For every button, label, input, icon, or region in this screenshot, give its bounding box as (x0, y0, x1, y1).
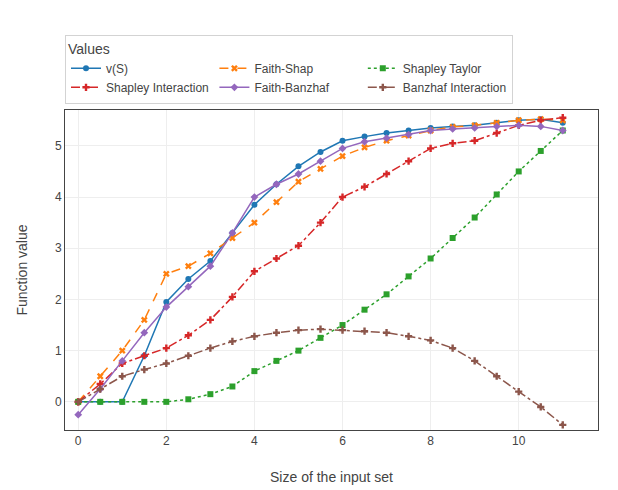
svg-text:Size of the input set: Size of the input set (270, 469, 393, 485)
svg-text:Shapley Interaction: Shapley Interaction (106, 81, 209, 95)
svg-text:0: 0 (55, 395, 62, 409)
svg-text:Function value: Function value (14, 224, 30, 315)
svg-text:5: 5 (55, 139, 62, 153)
svg-text:Banzhaf Interaction: Banzhaf Interaction (403, 81, 506, 95)
svg-text:1: 1 (55, 344, 62, 358)
svg-text:0: 0 (75, 434, 82, 448)
svg-text:Faith-Shap: Faith-Shap (254, 62, 313, 76)
svg-text:8: 8 (427, 434, 434, 448)
svg-text:2: 2 (163, 434, 170, 448)
svg-text:10: 10 (512, 434, 526, 448)
svg-text:3: 3 (55, 241, 62, 255)
svg-text:Faith-Banzhaf: Faith-Banzhaf (254, 81, 329, 95)
svg-text:v(S): v(S) (106, 62, 128, 76)
svg-text:Shapley Taylor: Shapley Taylor (403, 62, 482, 76)
svg-text:4: 4 (55, 190, 62, 204)
svg-text:6: 6 (339, 434, 346, 448)
svg-text:Values: Values (68, 41, 110, 57)
svg-text:4: 4 (251, 434, 258, 448)
svg-text:2: 2 (55, 293, 62, 307)
